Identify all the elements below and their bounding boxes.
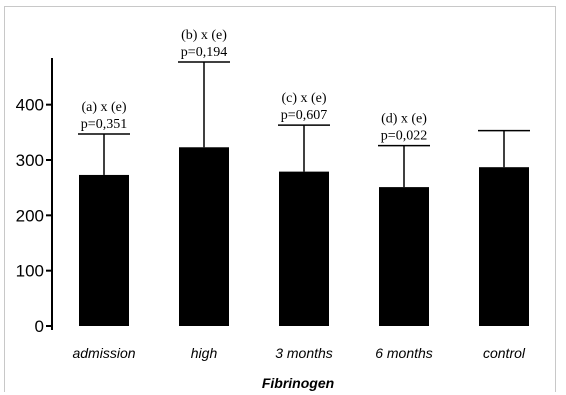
annotation-comparison: (b) x (e) <box>181 28 227 43</box>
annotation-p-value: p=0,351 <box>81 117 127 132</box>
category-labels: admission high 3 months 6 months control <box>72 345 525 361</box>
annotation-p-value: p=0,022 <box>381 129 427 144</box>
y-tick-label: 0 <box>35 317 44 336</box>
annotation-comparison: (c) x (e) <box>281 91 326 106</box>
y-tick-label: 300 <box>16 151 44 170</box>
category-label: 6 months <box>375 345 433 361</box>
annotation-p-value: p=0,194 <box>181 45 227 60</box>
category-label: admission <box>72 345 135 361</box>
y-tick-label: 200 <box>16 206 44 225</box>
bar <box>179 147 229 326</box>
y-tick-label: 400 <box>16 96 44 115</box>
category-label: high <box>191 345 218 361</box>
annotation-comparison: (a) x (e) <box>81 100 126 115</box>
bar <box>279 171 329 326</box>
category-label: 3 months <box>275 345 333 361</box>
y-tick-label: 100 <box>16 262 44 281</box>
bars <box>78 61 530 326</box>
bar <box>379 187 429 326</box>
chart-frame <box>4 6 556 392</box>
y-axis: 0 100 200 300 400 <box>16 58 53 336</box>
annotations: (a) x (e) p=0,351 (b) x (e) p=0,194 (c) x (e… <box>81 28 427 144</box>
bar <box>79 174 129 326</box>
category-label: control <box>483 345 526 361</box>
annotation-p-value: p=0,607 <box>281 108 327 123</box>
annotation-comparison: (d) x (e) <box>381 112 427 127</box>
x-axis-title: Fibrinogen <box>262 375 334 391</box>
bar <box>479 167 529 326</box>
